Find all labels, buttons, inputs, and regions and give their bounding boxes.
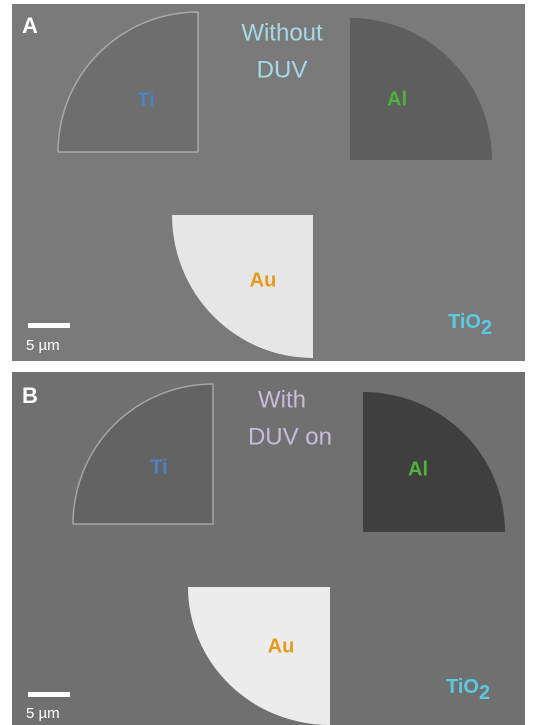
substrate-base: TiO [446,676,479,698]
material-label: Ti [137,89,154,111]
material-label: Ti [150,456,167,478]
scale-bar [28,692,70,697]
scale-label: 5 µm [26,337,60,354]
scale-bar [28,323,70,328]
panel-label: A [22,13,38,38]
scale-label: 5 µm [26,705,60,722]
condition-line: With [258,386,306,413]
condition-line: DUV on [248,423,332,450]
panel-a: A Without DUV Ti Al Au TiO2 5 µm [12,4,525,361]
condition-line: Without [241,19,323,46]
substrate-subscript: 2 [479,682,490,704]
condition-line: DUV [257,56,308,83]
panel-b: B With DUV on Ti Al Au TiO2 5 µm [12,372,525,725]
substrate-subscript: 2 [481,317,492,339]
material-label: Al [408,458,428,480]
material-label: Au [250,269,277,291]
material-label: Al [387,88,407,110]
material-label: Au [268,635,295,657]
substrate-base: TiO [448,311,481,333]
panel-label: B [22,383,38,408]
figure: A Without DUV Ti Al Au TiO2 5 µm B With … [0,0,537,725]
